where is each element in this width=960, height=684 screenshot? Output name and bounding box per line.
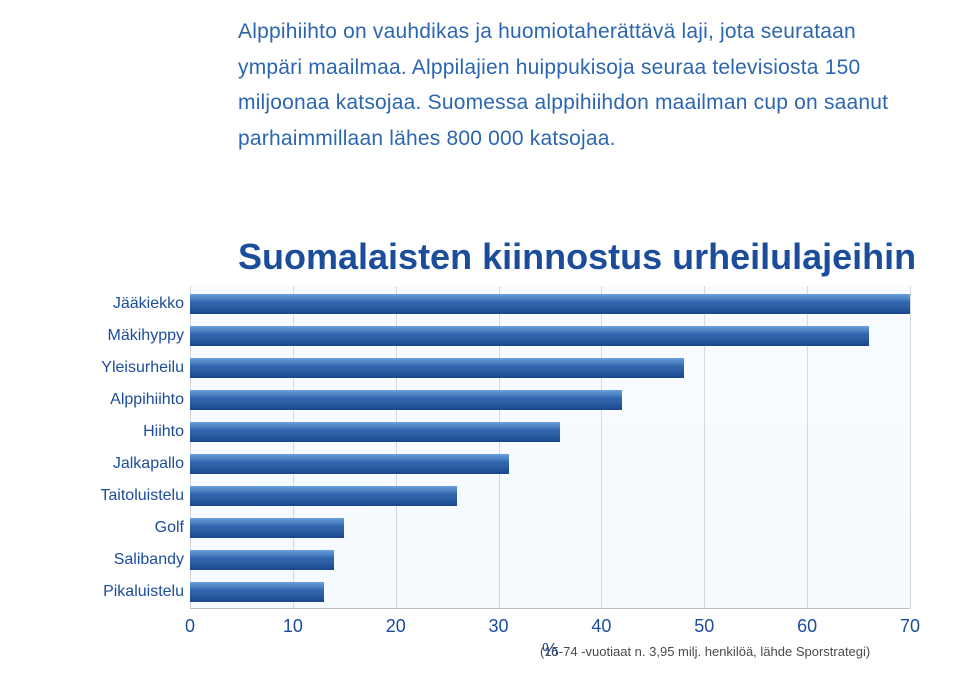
intro-paragraph: Alppihiihto on vauhdikas ja huomiotaherä… [238,14,898,157]
bar [190,422,560,442]
x-tick-labels: 010203040506070 [190,616,910,640]
category-label: Jääkiekko [113,295,184,313]
x-tick-label: 20 [386,616,406,637]
interest-chart: Jääkiekko Mäkihyppy Yleisurheilu Alppihiiht… [50,286,920,666]
bar [190,518,344,538]
category-label: Hiihto [143,423,184,441]
x-axis-line [190,608,910,609]
x-tick-label: 40 [591,616,611,637]
category-label: Jalkapallo [113,455,184,473]
chart-footnote: (15-74 -vuotiaat n. 3,95 milj. henkilöä,… [540,644,870,659]
category-label: Taitoluistelu [100,487,184,505]
x-tick-label: 30 [489,616,509,637]
x-tick-label: 10 [283,616,303,637]
x-tick-label: 70 [900,616,920,637]
bar [190,454,509,474]
category-label: Salibandy [114,551,184,569]
category-label: Golf [155,519,184,537]
x-tick-label: 60 [797,616,817,637]
bar [190,358,684,378]
bar [190,390,622,410]
bar [190,486,457,506]
bar [190,582,324,602]
bar [190,550,334,570]
x-tick-label: 50 [694,616,714,637]
bar [190,326,869,346]
bar [190,294,910,314]
x-tick-label: 0 [185,616,195,637]
plot-area [190,286,910,608]
category-label: Pikaluistelu [103,583,184,601]
chart-title: Suomalaisten kiinnostus urheilulajeihin [238,236,916,278]
category-label: Alppihiihto [110,391,184,409]
category-label: Yleisurheilu [101,359,184,377]
category-label: Mäkihyppy [108,327,184,345]
grid-line [910,286,911,608]
